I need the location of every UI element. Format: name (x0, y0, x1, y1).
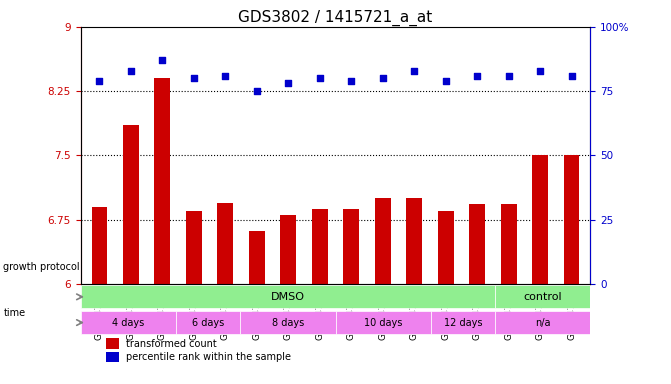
Bar (81, 311, 176, 334)
Text: percentile rank within the sample: percentile rank within the sample (126, 352, 291, 362)
Point (440, 78, 451, 84)
Point (535, 68, 546, 74)
Point (252, 88, 262, 94)
Bar (344, 209, 359, 284)
Text: n/a: n/a (535, 318, 550, 328)
Text: 12 days: 12 days (444, 318, 482, 328)
Bar (249, 231, 264, 284)
Bar (501, 204, 517, 284)
Bar (312, 209, 327, 284)
Bar (81, 285, 495, 308)
Bar (375, 198, 391, 284)
Bar (407, 198, 422, 284)
Point (189, 75, 199, 81)
Bar (91, 207, 107, 284)
Bar (240, 311, 336, 334)
Bar (430, 27, 462, 284)
Point (409, 68, 419, 74)
Text: 8 days: 8 days (272, 318, 304, 328)
Text: 10 days: 10 days (364, 318, 403, 328)
Bar (186, 211, 202, 284)
Point (377, 75, 388, 81)
Point (346, 78, 356, 84)
Point (315, 75, 325, 81)
Point (472, 73, 482, 79)
Bar (147, 27, 178, 284)
Bar (178, 27, 209, 284)
Bar (84, 27, 115, 284)
Text: DMSO: DMSO (270, 292, 305, 302)
Text: transformed count: transformed count (126, 339, 217, 349)
Point (94, 78, 105, 84)
Point (503, 73, 514, 79)
Bar (154, 78, 170, 284)
Bar (495, 311, 590, 334)
Bar (280, 215, 296, 284)
Bar (209, 27, 241, 284)
Bar (495, 285, 590, 308)
Title: GDS3802 / 1415721_a_at: GDS3802 / 1415721_a_at (238, 9, 433, 25)
Bar (115, 27, 147, 284)
Bar (564, 156, 580, 284)
Bar (437, 211, 454, 284)
Point (566, 73, 577, 79)
Bar (106, 352, 119, 362)
Bar (272, 27, 304, 284)
Bar (469, 204, 485, 284)
Text: time: time (3, 308, 25, 318)
Bar (176, 311, 240, 334)
Bar (217, 203, 234, 284)
Point (283, 80, 294, 86)
Text: growth protocol: growth protocol (3, 262, 80, 272)
Bar (123, 126, 139, 284)
FancyArrow shape (66, 293, 85, 297)
Bar (462, 27, 493, 284)
Bar (532, 156, 548, 284)
Point (220, 73, 231, 79)
Bar (336, 311, 431, 334)
Bar (399, 27, 430, 284)
Point (157, 57, 168, 63)
Bar (336, 27, 367, 284)
Point (125, 68, 136, 74)
Bar (304, 27, 336, 284)
Bar (493, 27, 524, 284)
Bar (106, 338, 119, 349)
Bar (556, 27, 587, 284)
Bar (431, 311, 495, 334)
Bar (241, 27, 272, 284)
Bar (524, 27, 556, 284)
Bar (367, 27, 399, 284)
Text: 4 days: 4 days (112, 318, 144, 328)
Text: 6 days: 6 days (192, 318, 224, 328)
Text: control: control (523, 292, 562, 302)
